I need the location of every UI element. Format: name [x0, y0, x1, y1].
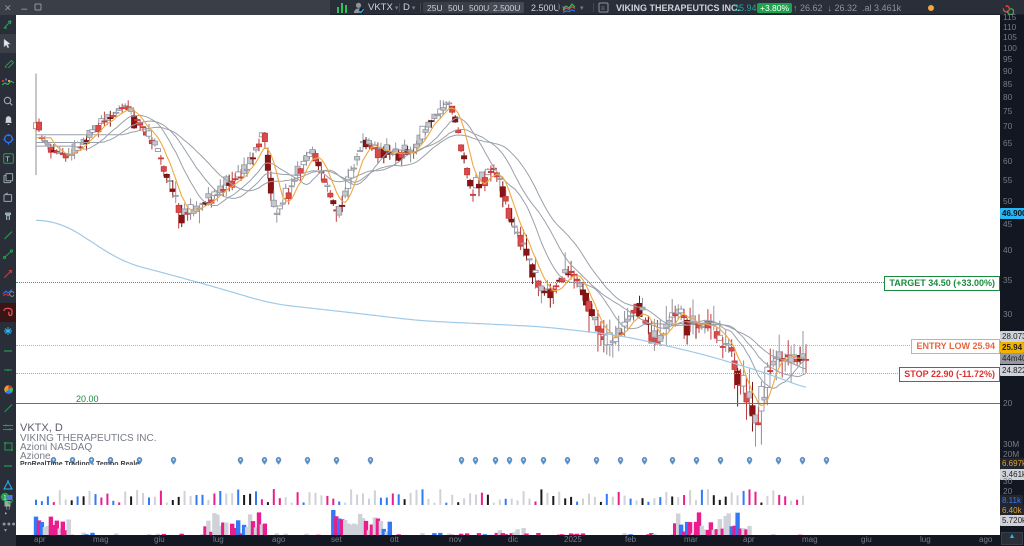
svg-text:T: T	[5, 155, 10, 164]
svg-text:≡: ≡	[601, 6, 605, 12]
svg-text:✕: ✕	[4, 3, 12, 13]
